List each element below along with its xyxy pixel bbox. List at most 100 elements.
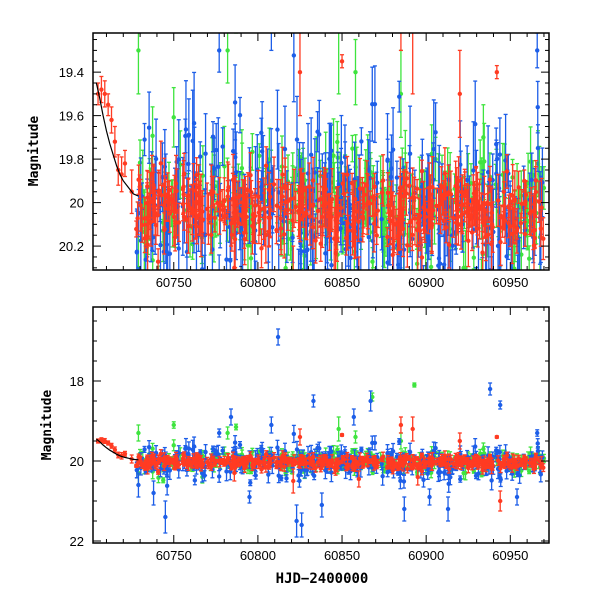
data-point (202, 188, 208, 270)
data-point (263, 206, 269, 264)
point-marker (225, 48, 230, 53)
data-point (353, 38, 358, 106)
point-marker (473, 193, 479, 198)
point-marker (282, 146, 288, 152)
point-marker (266, 229, 272, 234)
point-marker (349, 180, 355, 186)
point-marker (236, 221, 242, 226)
top-plot-area (95, 0, 547, 552)
point-marker (137, 160, 143, 165)
data-point (229, 0, 233, 7)
point-marker (225, 194, 230, 199)
data-point (271, 156, 277, 213)
point-marker (507, 224, 513, 229)
point-marker (535, 48, 540, 53)
point-marker (310, 224, 316, 230)
point-marker (474, 281, 478, 285)
data-point (412, 176, 417, 219)
data-point (386, 190, 391, 220)
data-point (291, 33, 297, 103)
point-marker (508, 199, 513, 204)
data-point (512, 246, 517, 270)
data-point (151, 171, 156, 199)
point-marker (229, 232, 235, 237)
point-marker (293, 204, 298, 210)
data-point (518, 212, 524, 234)
data-point (253, 260, 258, 270)
data-point (217, 254, 222, 288)
point-marker (415, 227, 420, 233)
point-marker (142, 216, 147, 221)
top-panel: 60750 60800 60850 60900 6095019.419.619.8202… (59, 0, 550, 552)
data-point (158, 140, 164, 187)
point-marker (217, 284, 221, 288)
data-point (408, 196, 413, 248)
point-marker (299, 548, 303, 552)
data-point (204, 182, 210, 236)
data-point (279, 280, 283, 309)
data-point (364, 160, 370, 211)
point-marker (158, 242, 163, 248)
point-marker (258, 207, 263, 212)
point-marker (466, 206, 472, 211)
data-point (466, 184, 472, 233)
point-marker (176, 220, 182, 225)
point-marker (240, 200, 245, 205)
point-marker (485, 169, 491, 175)
point-marker (146, 217, 151, 223)
data-point (285, 188, 291, 231)
data-point (438, 202, 443, 235)
point-marker (202, 281, 206, 285)
point-marker (290, 218, 295, 223)
point-marker (522, 202, 528, 207)
point-marker (249, 190, 254, 195)
point-marker (232, 100, 238, 105)
data-point (508, 192, 513, 211)
point-marker (284, 295, 288, 299)
data-point (489, 187, 495, 238)
data-point (183, 118, 188, 154)
point-marker (499, 301, 503, 305)
point-marker (448, 191, 454, 197)
data-point (443, 172, 449, 217)
data-point (211, 175, 216, 209)
data-point (229, 217, 235, 252)
data-point (232, 64, 238, 141)
point-marker (151, 374, 155, 378)
point-marker (407, 183, 412, 188)
data-point (315, 183, 321, 239)
point-marker (159, 193, 164, 198)
point-marker (473, 121, 478, 127)
data-point (451, 197, 456, 238)
data-point (220, 127, 225, 166)
data-point (275, 89, 280, 170)
point-marker (248, 173, 253, 178)
point-marker (498, 213, 504, 219)
point-marker (136, 331, 140, 335)
point-marker (512, 266, 517, 270)
data-point (139, 207, 145, 243)
point-marker (317, 132, 322, 137)
point-marker (228, 258, 233, 263)
data-point (527, 191, 532, 236)
point-marker (136, 48, 141, 53)
data-point (297, 275, 301, 344)
point-marker (439, 183, 444, 189)
point-marker (480, 250, 485, 255)
point-marker (245, 243, 251, 248)
data-point (427, 355, 431, 442)
data-point (523, 180, 529, 210)
data-point (263, 146, 269, 186)
point-marker (219, 203, 225, 208)
data-point (433, 102, 438, 163)
point-marker (527, 211, 532, 216)
point-marker (385, 234, 390, 240)
data-point (476, 238, 481, 270)
data-point (146, 91, 152, 164)
point-marker (237, 112, 243, 118)
point-marker (297, 308, 301, 312)
point-marker (153, 156, 159, 162)
point-marker (329, 262, 334, 268)
data-point (354, 201, 359, 222)
data-point (504, 154, 510, 189)
